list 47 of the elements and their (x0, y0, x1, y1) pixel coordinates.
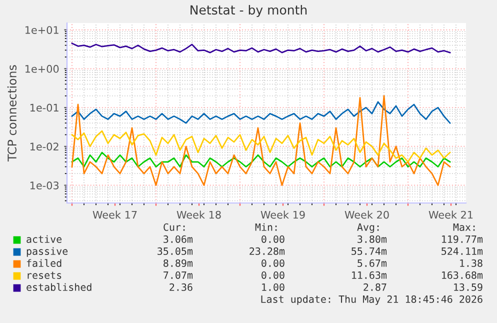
text: 23.28m (250, 247, 285, 255)
text: 35.05m (158, 247, 193, 255)
text: Min: (255, 223, 277, 231)
text: 1.38 (460, 259, 482, 267)
line-series (71, 101, 451, 124)
text: 0.00 (262, 259, 284, 267)
text: 3.06m (164, 235, 193, 243)
text: 0.00 (262, 271, 284, 279)
text: Cur: (164, 223, 185, 231)
text: 2.36 (170, 283, 192, 291)
text: 13.59 (454, 283, 482, 291)
text: 2.87 (364, 283, 386, 291)
text: Last update: Thu May 21 18:45:46 2026 (261, 295, 482, 305)
legend-label: active (26, 235, 62, 243)
legend-label: resets (28, 272, 62, 279)
line-series (71, 130, 451, 163)
legend-label: established (26, 283, 92, 291)
legend-label: passive (26, 247, 68, 257)
text: 524.11m (442, 247, 483, 255)
line-series (71, 42, 451, 54)
y-tick-label: 1e+00 (25, 64, 59, 73)
x-tick-label: Week 19 (260, 210, 305, 219)
line-series (71, 95, 451, 186)
text: 8.89m (164, 259, 193, 267)
y-tick-label: 1e-01 (30, 104, 58, 112)
y-tick-label: 1e-02 (30, 142, 58, 151)
text: 0.00 (262, 235, 284, 243)
text: 3.80m (358, 235, 387, 243)
chart-title: Netstat - by month (190, 4, 307, 18)
text: 163.68m (442, 271, 483, 279)
text: 119.77m (442, 235, 483, 243)
legend-label: failed (26, 259, 62, 267)
x-tick-label: Week 21 (428, 210, 473, 219)
text: 1.00 (262, 283, 284, 291)
y-tick-label: 1e-03 (30, 182, 59, 190)
y-tick-label: 1e+01 (25, 26, 58, 34)
y-axis-title: TCP connections (7, 65, 16, 162)
text: Max: (453, 223, 475, 231)
x-tick-label: Week 20 (344, 210, 389, 219)
text: 11.63m (352, 271, 387, 279)
text: Avg: (357, 223, 379, 233)
text: 55.74m (352, 247, 387, 255)
line-series (71, 152, 451, 168)
text: 5.67m (358, 259, 387, 267)
text: 7.07m (164, 271, 193, 279)
x-tick-label: Week 17 (92, 210, 137, 219)
x-tick-label: Week 18 (176, 210, 221, 219)
